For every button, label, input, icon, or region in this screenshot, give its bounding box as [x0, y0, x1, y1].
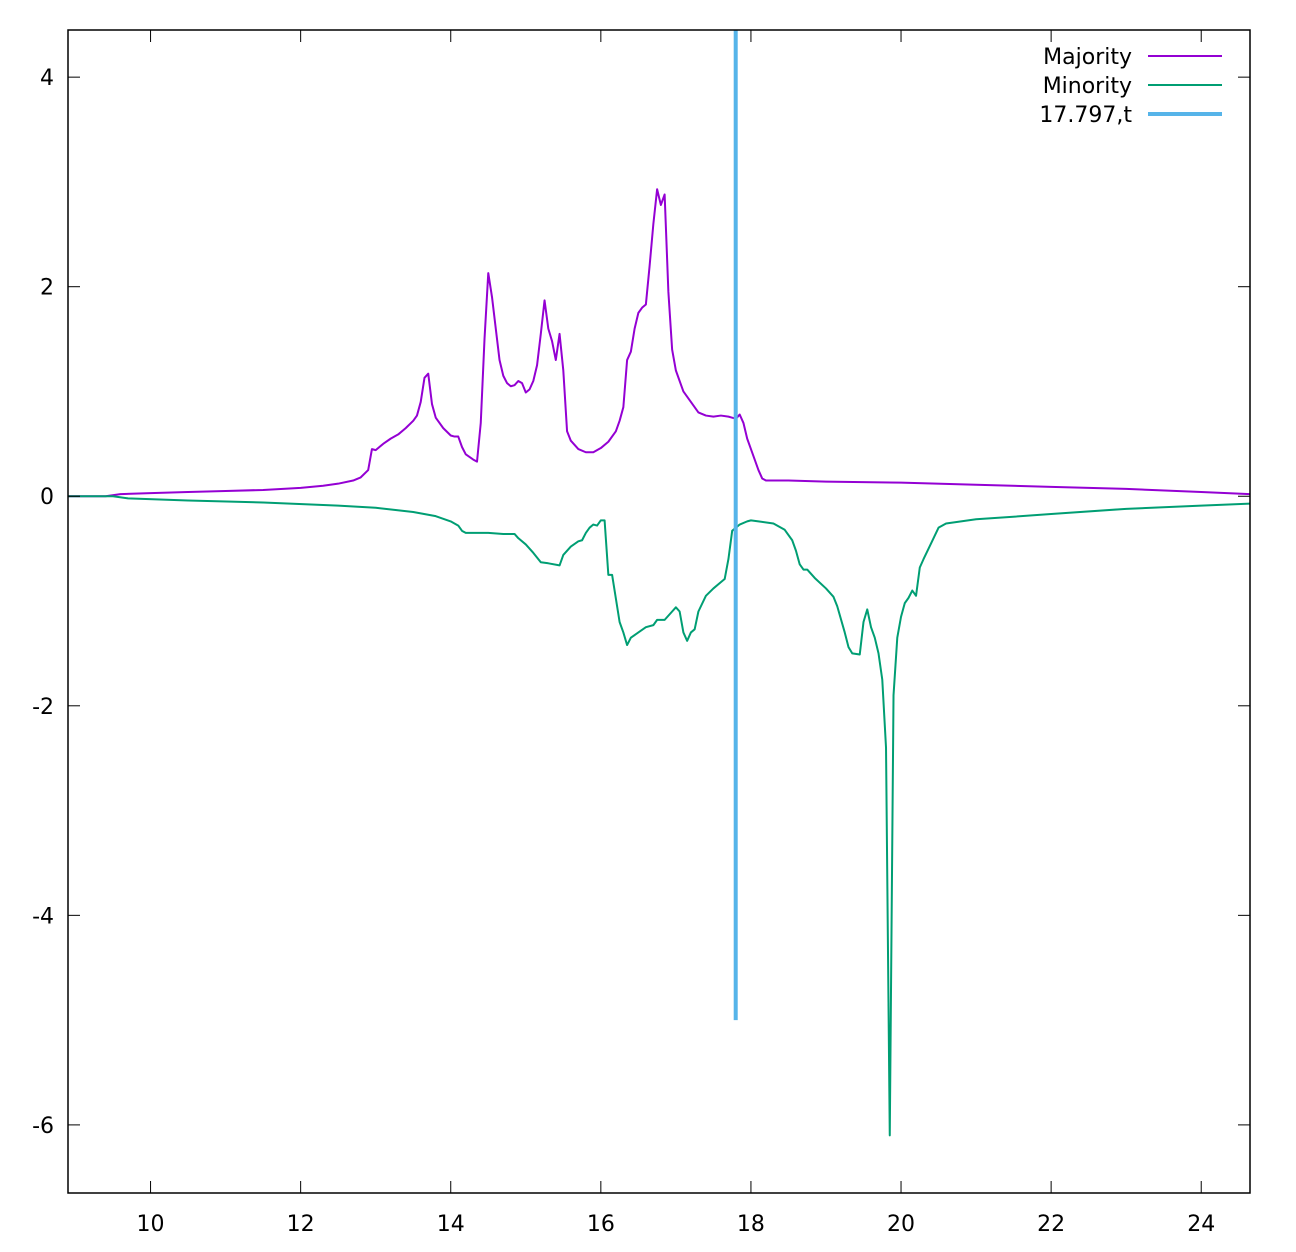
x-tick-label: 20 [887, 1212, 915, 1237]
x-tick-label: 12 [287, 1212, 315, 1237]
legend: Majority Minority 17.797,t [1039, 45, 1222, 128]
x-tick-label: 16 [587, 1212, 615, 1237]
y-tick-label: 2 [40, 276, 54, 301]
tick-marks [68, 30, 1250, 1193]
y-axis-tick-labels: 4 2 0 -2 -4 -6 [32, 66, 54, 1139]
series-layer [68, 30, 1251, 1137]
plot-frame [67, 29, 1251, 1194]
x-tick-label: 10 [137, 1212, 165, 1237]
x-axis-tick-labels: 10 12 14 16 18 20 22 24 [137, 1212, 1216, 1237]
x-tick-label: 18 [737, 1212, 765, 1237]
series-line-minority [68, 495, 1251, 1137]
y-tick-label: -2 [32, 695, 54, 720]
x-tick-label: 14 [437, 1212, 465, 1237]
legend-label: 17.797,t [1039, 103, 1132, 128]
x-tick-label: 24 [1187, 1212, 1215, 1237]
legend-label: Minority [1043, 74, 1132, 99]
y-tick-label: -6 [32, 1114, 54, 1139]
y-tick-label: -4 [32, 904, 54, 929]
series-line-majority [68, 188, 1251, 498]
y-tick-label: 4 [40, 66, 54, 91]
y-tick-label: 0 [40, 485, 54, 510]
legend-label: Majority [1043, 45, 1132, 70]
x-tick-label: 22 [1037, 1212, 1065, 1237]
